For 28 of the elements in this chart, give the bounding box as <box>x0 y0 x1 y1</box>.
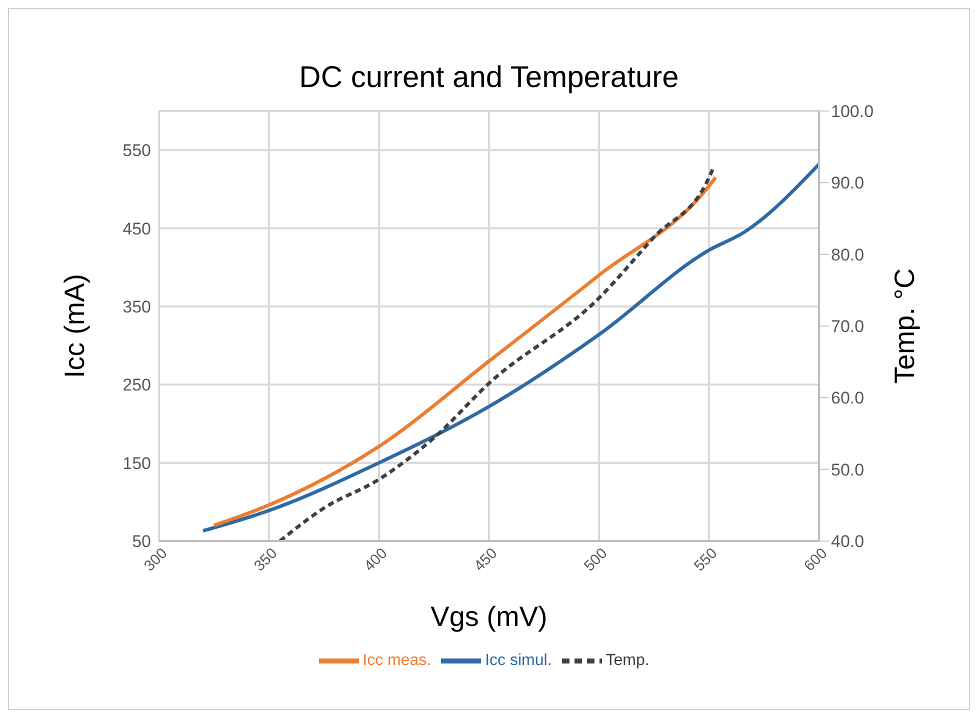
y2-tick-label: 50.0 <box>831 460 864 480</box>
x-tick-label: 550 <box>690 544 721 575</box>
x-axis-title: Vgs (mV) <box>430 601 548 632</box>
x-tick-label: 450 <box>470 544 501 575</box>
y-tick-label: 450 <box>122 219 151 238</box>
y-tick-label: 350 <box>122 297 151 316</box>
y-tick-label: 550 <box>122 141 151 160</box>
x-tick-label: 400 <box>360 544 391 575</box>
legend-label: Temp. <box>606 652 650 670</box>
y2-axis-title: Temp. °C <box>888 268 920 384</box>
y2-tick-label: 100.0 <box>831 102 874 122</box>
y2-tick-label: 70.0 <box>831 317 864 336</box>
y-tick-label: 150 <box>122 454 151 473</box>
y2-tick-label: 90.0 <box>831 174 864 193</box>
legend-label: Icc simul. <box>485 652 552 670</box>
y2-tick-label: 80.0 <box>831 245 864 264</box>
line-series <box>201 162 819 533</box>
x-tick-label: 600 <box>800 544 831 575</box>
y2-tick-label: 40.0 <box>831 532 864 552</box>
y-axis-title: Icc (mA) <box>58 274 90 378</box>
y-tick-label: 50 <box>132 532 151 552</box>
x-tick-label: 500 <box>580 544 611 575</box>
x-tick-label: 350 <box>250 544 281 575</box>
y2-tick-label: 60.0 <box>831 388 864 408</box>
line-series <box>212 176 718 528</box>
legend-label: Icc meas. <box>362 652 432 670</box>
chart-title: DC current and Temperature <box>298 60 680 96</box>
y-tick-label: 250 <box>122 376 151 395</box>
